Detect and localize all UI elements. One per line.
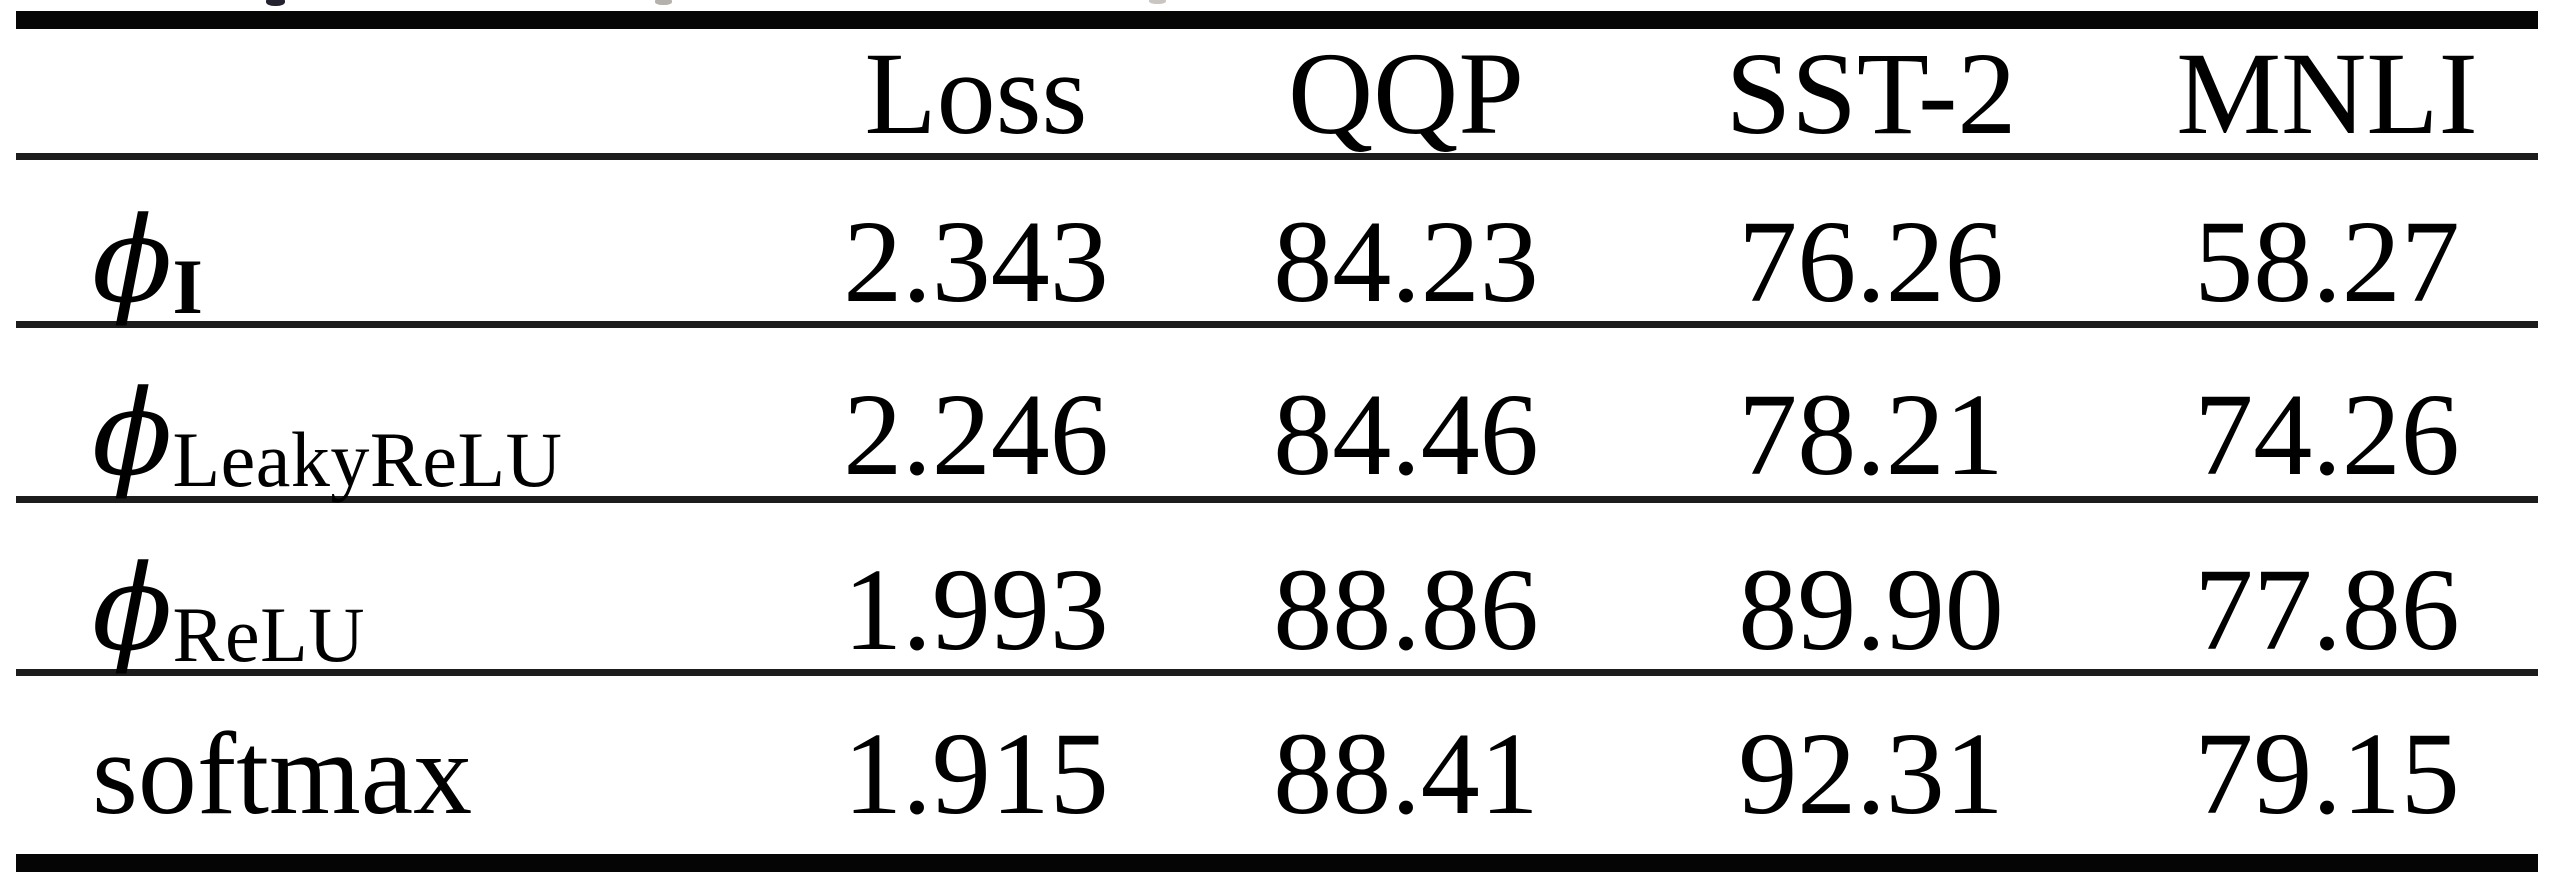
cell-value: 84.23 [1273, 196, 1539, 327]
table-row-phi-identity: ϕI 2.343 84.23 76.26 58.27 [16, 160, 2538, 325]
cell-loss: 1.915 [766, 715, 1186, 854]
table-row-softmax: softmax 1.915 88.41 92.31 79.15 [16, 676, 2538, 854]
cell-loss: 2.246 [766, 376, 1186, 496]
cell-loss: 2.343 [766, 203, 1186, 321]
cell-value: 78.21 [1738, 369, 2004, 500]
cell-value: 88.41 [1273, 708, 1539, 839]
cell-value: 77.86 [2194, 544, 2460, 675]
header-cell-loss: Loss [766, 35, 1186, 153]
cropped-caption-fragment [266, 0, 285, 6]
table-row-phi-relu: ϕReLU 1.993 88.86 89.90 77.86 [16, 503, 2538, 673]
cell-value: 58.27 [2194, 196, 2460, 327]
cell-qqp: 88.86 [1186, 551, 1626, 669]
row-label-word: softmax [92, 708, 473, 839]
cell-mnli: 79.15 [2116, 715, 2538, 854]
cell-value: 2.246 [843, 369, 1109, 500]
cell-value: 92.31 [1738, 708, 2004, 839]
row-label-text: ϕI [92, 201, 203, 325]
row-label: ϕLeakyReLU [16, 374, 766, 498]
cell-qqp: 88.41 [1186, 715, 1626, 854]
cell-value: 88.86 [1273, 544, 1539, 675]
header-cell-qqp: QQP [1186, 35, 1626, 153]
table-bottom-rule [16, 854, 2538, 872]
cell-mnli: 58.27 [2116, 203, 2538, 321]
cell-sst2: 78.21 [1626, 376, 2116, 496]
cell-mnli: 74.26 [2116, 376, 2538, 496]
row-label: softmax [16, 715, 766, 854]
row-label-text: ϕLeakyReLU [92, 374, 562, 498]
cropped-caption-fragment [655, 0, 672, 5]
phi-symbol: ϕ [92, 364, 173, 502]
phi-symbol: ϕ [92, 191, 173, 329]
cell-value: 74.26 [2194, 369, 2460, 500]
cell-value: 76.26 [1738, 196, 2004, 327]
row-separator-rule [16, 669, 2538, 676]
cell-value: 2.343 [843, 196, 1109, 327]
header-separator-rule [16, 153, 2538, 160]
cell-value: 1.915 [843, 708, 1109, 839]
cell-mnli: 77.86 [2116, 551, 2538, 669]
table-header-row: Loss QQP SST-2 MNLI [16, 29, 2538, 153]
row-label-text: softmax [92, 715, 472, 833]
header-label: QQP [1287, 28, 1525, 159]
header-cell-sst2: SST-2 [1626, 35, 2116, 153]
table-row-phi-leakyrelu: ϕLeakyReLU 2.246 84.46 78.21 74.26 [16, 328, 2538, 498]
header-label: MNLI [2176, 28, 2478, 159]
phi-subscript: LeakyReLU [172, 415, 563, 503]
cell-value: 84.46 [1273, 369, 1539, 500]
table-top-rule [16, 11, 2538, 29]
phi-subscript: I [172, 242, 204, 330]
cell-loss: 1.993 [766, 551, 1186, 669]
phi-subscript: ReLU [172, 590, 366, 678]
cell-value: 1.993 [843, 544, 1109, 675]
cell-sst2: 89.90 [1626, 551, 2116, 669]
row-separator-rule [16, 321, 2538, 328]
header-cell-mnli: MNLI [2116, 35, 2538, 153]
row-label-text: ϕReLU [92, 549, 365, 673]
row-label: ϕReLU [16, 549, 766, 673]
cell-value: 79.15 [2194, 708, 2460, 839]
cropped-caption-fragment [1149, 0, 1166, 4]
cell-qqp: 84.23 [1186, 203, 1626, 321]
row-separator-rule [16, 496, 2538, 503]
phi-symbol: ϕ [92, 539, 173, 677]
cell-value: 89.90 [1738, 544, 2004, 675]
row-label: ϕI [16, 201, 766, 325]
header-label: Loss [864, 28, 1088, 159]
results-table: Loss QQP SST-2 MNLI ϕI 2.343 84.23 76.26… [16, 11, 2538, 872]
cell-sst2: 76.26 [1626, 203, 2116, 321]
cell-sst2: 92.31 [1626, 715, 2116, 854]
header-label: SST-2 [1725, 28, 2017, 159]
cell-qqp: 84.46 [1186, 376, 1626, 496]
